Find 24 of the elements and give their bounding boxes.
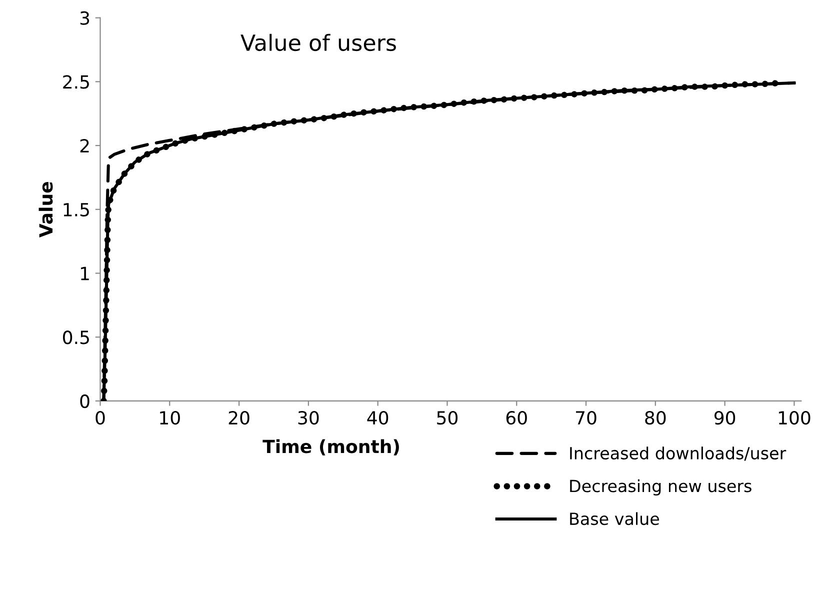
y-tick-label: 0.5 — [63, 330, 89, 344]
x-tick-label: 20 — [228, 410, 250, 425]
y-tick-label: 2.5 — [63, 75, 89, 89]
y-axis-title: Value — [38, 182, 53, 238]
y-tick-label: 1.5 — [64, 203, 89, 216]
x-tick-label: 80 — [645, 410, 666, 425]
x-tick-label: 0 — [96, 410, 105, 425]
x-tick-label: 50 — [437, 410, 458, 425]
y-tick-label: 2 — [80, 138, 89, 152]
x-tick-label: 30 — [298, 410, 319, 425]
x-tick-label: 10 — [160, 410, 180, 425]
legend-label: Base value — [570, 512, 660, 526]
x-tick-label: 70 — [576, 410, 596, 425]
x-axis-title: Time (month) — [262, 439, 399, 456]
legend-label: Increased downloads/user — [570, 446, 786, 461]
x-tick-label: 100 — [778, 410, 810, 425]
text: Value of users — [240, 34, 396, 52]
x-tick-label: 90 — [714, 410, 736, 425]
x-tick-label: 40 — [367, 410, 388, 425]
legend-label: Decreasing new users — [570, 479, 752, 496]
x-tick-label: 60 — [506, 410, 527, 425]
y-tick-label: 1 — [81, 266, 89, 280]
y-tick-label: 0 — [80, 394, 90, 408]
y-tick-label: 3 — [80, 11, 90, 25]
